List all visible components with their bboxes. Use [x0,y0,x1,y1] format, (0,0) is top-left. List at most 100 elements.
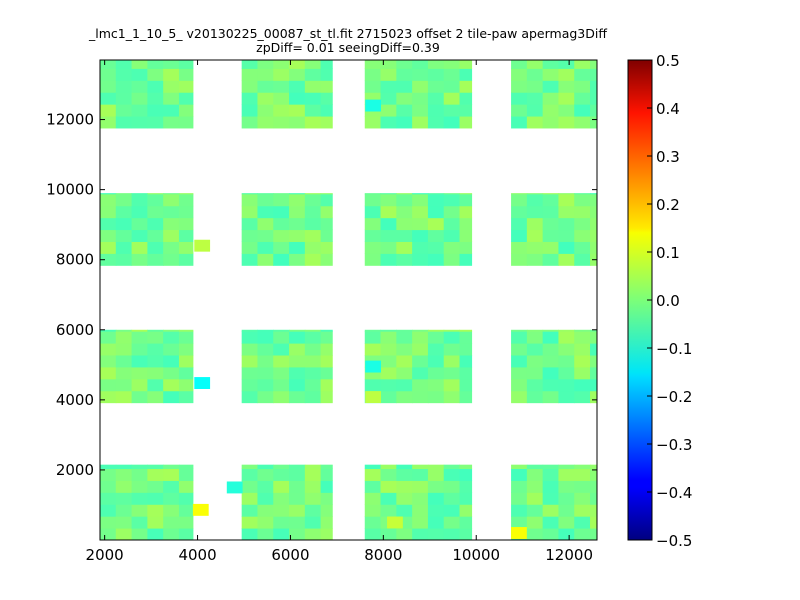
heatmap-cell [273,217,290,231]
heatmap-cell [590,92,597,105]
heatmap-cell [241,366,258,380]
heatmap-cell [131,468,148,481]
heatmap-cell [443,205,461,219]
heatmap-cell [364,60,382,69]
heatmap-cell [304,104,322,117]
heatmap-cell [511,464,528,470]
heatmap-cell [289,92,306,105]
heatmap-cell [574,104,591,117]
heatmap-cell [542,528,559,540]
heatmap-cell [147,480,164,493]
heatmap-cell [511,366,528,380]
heatmap-cell [115,229,133,242]
heatmap-cell [304,68,322,81]
heatmap-cell [526,464,544,470]
heatmap-cell [542,492,559,505]
heatmap-cell [257,366,274,380]
heatmap-cell [427,104,445,117]
heatmap-cell [396,528,413,540]
heatmap-cell [427,366,445,380]
heatmap-cell [320,229,333,242]
heatmap-cell [131,241,148,254]
heatmap-cell [289,480,306,493]
heatmap-cell [163,504,180,517]
heatmap-cell [178,80,194,93]
heatmap-cell [396,504,413,517]
heatmap-cell [131,116,148,129]
heatmap-cell [364,378,382,392]
heatmap-cell [443,343,461,356]
heatmap-cell [241,378,258,392]
heatmap-cell [412,193,429,207]
colorbar-tick-label: 0.3 [656,148,680,166]
heatmap-cell [100,329,117,332]
heatmap-cell-outlier [192,503,209,516]
heatmap-cell [131,492,148,505]
heatmap-cell [574,68,591,81]
heatmap-cell-outlier [194,377,211,389]
heatmap-cell [257,229,274,242]
heatmap-cell [115,504,133,517]
heatmap-cell [574,229,591,242]
heatmap-cell [131,253,148,266]
heatmap-cell [304,516,322,529]
heatmap-cell [443,378,461,392]
heatmap-cell [427,528,445,540]
heatmap-cell [380,480,397,493]
heatmap-cell [412,504,429,517]
heatmap-cell [511,60,528,69]
heatmap-cell [427,516,445,529]
heatmap-cell [100,116,117,129]
heatmap-cell [147,464,164,470]
heatmap-cell [364,504,382,517]
heatmap-cell [511,504,528,517]
heatmap-cell [396,229,413,242]
heatmap-cell [526,390,544,404]
heatmap-cell [100,104,117,117]
heatmap-cell [443,480,461,493]
heatmap-cell [273,480,290,493]
heatmap-cell [115,355,133,368]
heatmap-cell [380,331,397,344]
heatmap-cell [131,464,148,470]
heatmap-cell [163,464,180,470]
heatmap-cell [574,468,591,481]
heatmap-cell [542,343,559,356]
heatmap-cell [459,193,473,195]
heatmap-cell [574,492,591,505]
heatmap-cell [380,193,397,195]
heatmap-cell [574,343,591,356]
heatmap-cell [459,366,473,380]
heatmap-cell [511,229,528,242]
heatmap-cell [526,516,544,529]
heatmap-cell [289,60,306,69]
heatmap-cell [163,217,180,231]
heatmap-cell [526,116,544,129]
heatmap-cell [459,468,473,481]
heatmap-cell [320,378,333,392]
heatmap-cell [241,193,258,207]
heatmap-cell [178,390,194,404]
heatmap-cell [163,468,180,481]
heatmap-cell [257,193,274,195]
heatmap-cell [542,464,559,470]
heatmap-cell [459,193,473,207]
heatmap-cell [304,468,322,481]
heatmap-cell [304,116,322,129]
heatmap-cell [558,468,575,481]
heatmap-cell [320,68,333,81]
heatmap-cell [320,331,333,344]
heatmap-cell [459,504,473,517]
heatmap-cell [574,331,591,344]
heatmap-cell [320,205,333,219]
heatmap-cell [590,205,597,219]
heatmap-cell [241,60,258,69]
heatmap-cell-outlier [387,516,403,529]
heatmap-cell [147,343,164,356]
colorbar-tick-label: 0.0 [656,292,680,310]
heatmap-cell [100,366,117,380]
heatmap-cell [574,528,591,540]
heatmap-cell [320,92,333,105]
heatmap-cell [147,492,164,505]
heatmap-cell [115,193,133,195]
